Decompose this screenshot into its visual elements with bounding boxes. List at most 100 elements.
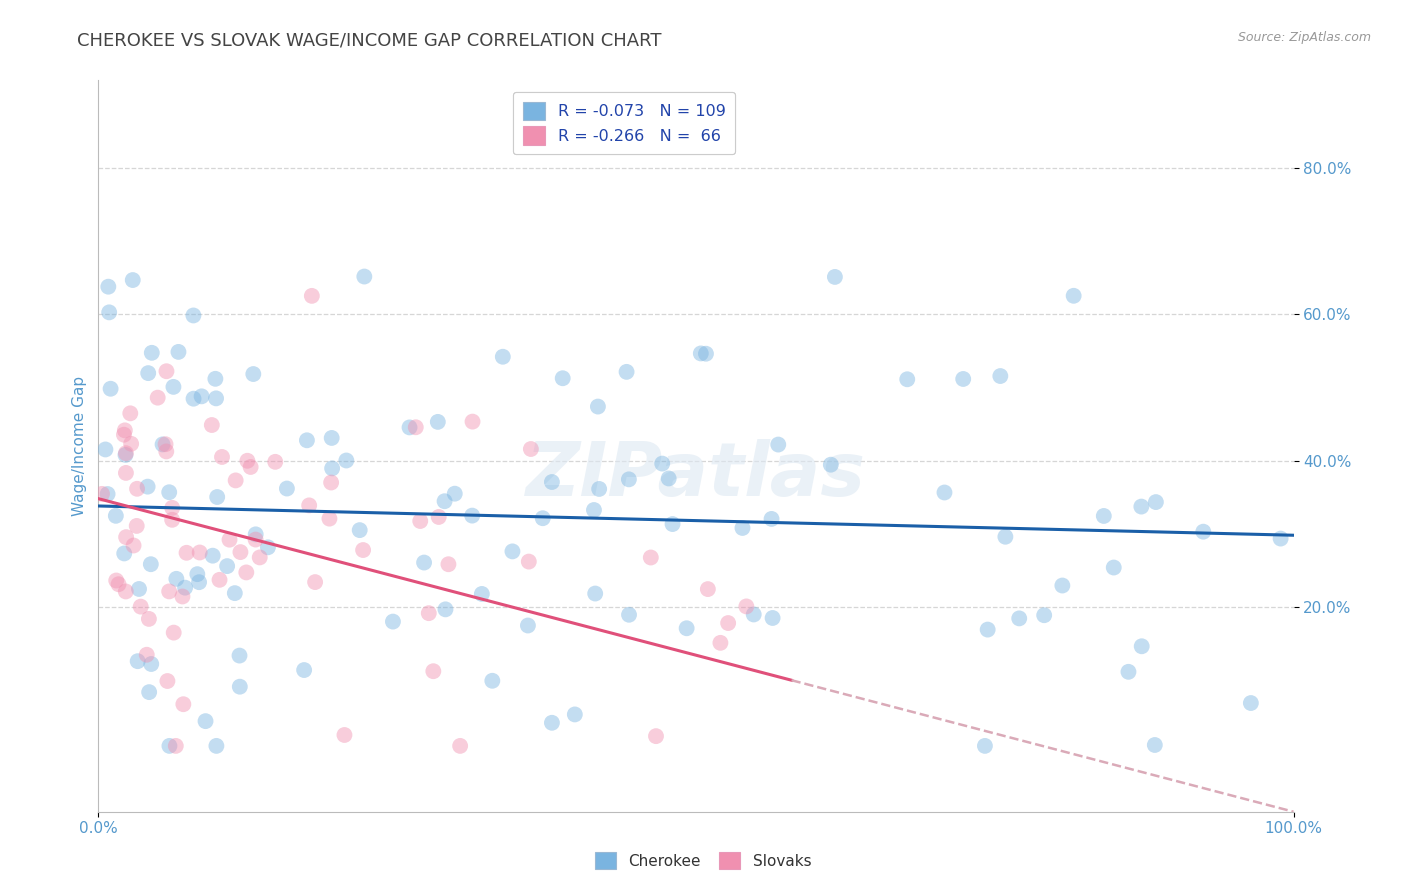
Point	[824, 269, 846, 284]
Point	[276, 482, 298, 496]
Point	[157, 584, 180, 599]
Point	[115, 466, 138, 480]
Point	[136, 480, 159, 494]
Point	[139, 558, 162, 572]
Point	[298, 499, 321, 513]
Point	[114, 448, 136, 462]
Point	[174, 581, 197, 595]
Point	[186, 567, 208, 582]
Point	[138, 612, 160, 626]
Point	[245, 527, 267, 541]
Point	[418, 606, 440, 620]
Point	[398, 420, 420, 434]
Point	[264, 455, 287, 469]
Point	[167, 345, 190, 359]
Point	[449, 739, 471, 753]
Point	[586, 400, 609, 414]
Point	[201, 417, 224, 432]
Point	[301, 289, 323, 303]
Point	[1063, 289, 1085, 303]
Point	[183, 392, 205, 406]
Point	[141, 657, 163, 671]
Text: ZIPatlas: ZIPatlas	[526, 439, 866, 512]
Point	[640, 550, 662, 565]
Point	[976, 623, 998, 637]
Point	[156, 673, 179, 688]
Point	[352, 543, 374, 558]
Point	[97, 487, 120, 501]
Point	[988, 369, 1011, 384]
Point	[717, 615, 740, 630]
Text: Source: ZipAtlas.com: Source: ZipAtlas.com	[1237, 31, 1371, 45]
Point	[405, 420, 427, 434]
Legend: Cherokee, Slovaks: Cherokee, Slovaks	[589, 846, 817, 875]
Point	[551, 371, 574, 385]
Point	[413, 556, 436, 570]
Point	[155, 444, 177, 458]
Point	[218, 533, 240, 547]
Point	[896, 372, 918, 386]
Point	[349, 523, 371, 537]
Point	[107, 577, 129, 591]
Point	[172, 697, 194, 711]
Point	[162, 380, 184, 394]
Point	[155, 437, 177, 451]
Point	[1130, 500, 1153, 514]
Point	[135, 648, 157, 662]
Point	[409, 514, 432, 528]
Point	[146, 391, 169, 405]
Point	[160, 513, 183, 527]
Point	[661, 517, 683, 532]
Point	[952, 372, 974, 386]
Point	[120, 406, 142, 420]
Point	[1008, 611, 1031, 625]
Point	[492, 350, 515, 364]
Point	[427, 510, 450, 524]
Point	[98, 305, 121, 319]
Point	[295, 434, 318, 448]
Point	[205, 739, 228, 753]
Point	[183, 309, 205, 323]
Point	[91, 487, 114, 501]
Point	[257, 541, 280, 555]
Point	[735, 599, 758, 614]
Point	[381, 615, 404, 629]
Point	[321, 431, 343, 445]
Point	[129, 599, 152, 614]
Point	[155, 364, 177, 378]
Point	[481, 673, 503, 688]
Point	[304, 575, 326, 590]
Point	[321, 461, 343, 475]
Point	[426, 415, 449, 429]
Point	[433, 494, 456, 508]
Point	[321, 475, 343, 490]
Y-axis label: Wage/Income Gap: Wage/Income Gap	[72, 376, 87, 516]
Point	[105, 574, 128, 588]
Point	[461, 415, 484, 429]
Point	[689, 346, 711, 360]
Point	[696, 582, 718, 596]
Point	[292, 663, 315, 677]
Point	[1092, 508, 1115, 523]
Point	[588, 482, 610, 496]
Point	[1270, 532, 1292, 546]
Point	[125, 482, 148, 496]
Point	[437, 558, 460, 572]
Point	[651, 457, 673, 471]
Point	[645, 729, 668, 743]
Point	[443, 486, 465, 500]
Point	[422, 664, 444, 678]
Point	[211, 450, 233, 464]
Point	[204, 372, 226, 386]
Point	[160, 500, 183, 515]
Legend: R = -0.073   N = 109, R = -0.266   N =  66: R = -0.073 N = 109, R = -0.266 N = 66	[513, 92, 735, 154]
Point	[176, 546, 198, 560]
Point	[994, 530, 1017, 544]
Point	[194, 714, 217, 728]
Point	[1192, 524, 1215, 539]
Point	[190, 389, 212, 403]
Point	[934, 485, 956, 500]
Point	[617, 607, 640, 622]
Point	[112, 427, 135, 442]
Point	[318, 511, 340, 525]
